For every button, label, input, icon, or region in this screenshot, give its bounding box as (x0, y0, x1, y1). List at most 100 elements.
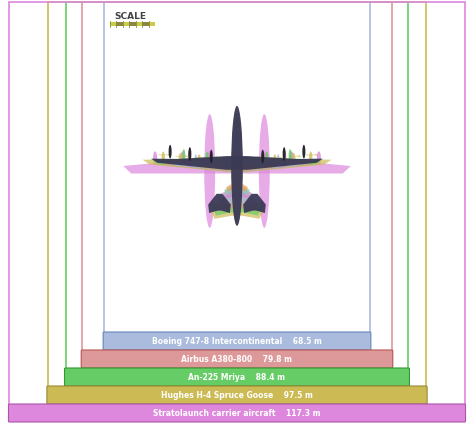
Bar (82, 2, 392, 367)
Ellipse shape (232, 119, 242, 223)
Ellipse shape (180, 151, 184, 165)
Ellipse shape (252, 161, 254, 168)
Polygon shape (191, 164, 283, 171)
Ellipse shape (264, 151, 267, 165)
Ellipse shape (317, 151, 321, 165)
FancyArrow shape (175, 155, 188, 157)
Ellipse shape (179, 153, 182, 166)
FancyBboxPatch shape (47, 386, 427, 404)
Bar (129, 22, 136, 26)
Ellipse shape (302, 145, 305, 159)
Bar (123, 22, 129, 26)
Polygon shape (160, 159, 314, 171)
Polygon shape (143, 158, 331, 172)
Ellipse shape (210, 150, 213, 164)
Ellipse shape (261, 150, 264, 164)
Ellipse shape (259, 114, 270, 228)
Ellipse shape (232, 118, 242, 218)
Ellipse shape (232, 112, 242, 223)
FancyBboxPatch shape (9, 404, 465, 422)
Text: Boeing 747-8 Intercontinental    68.5 m: Boeing 747-8 Intercontinental 68.5 m (152, 337, 322, 346)
FancyArrow shape (270, 156, 283, 159)
Ellipse shape (233, 125, 241, 212)
Polygon shape (224, 184, 250, 195)
Ellipse shape (292, 153, 295, 166)
Polygon shape (123, 156, 351, 173)
Ellipse shape (169, 145, 172, 159)
Ellipse shape (260, 161, 262, 167)
FancyArrow shape (211, 158, 224, 160)
Polygon shape (151, 156, 323, 170)
Text: Stratolaunch carrier aircraft    117.3 m: Stratolaunch carrier aircraft 117.3 m (153, 408, 321, 417)
Ellipse shape (263, 153, 265, 166)
Polygon shape (219, 190, 255, 206)
Bar (110, 22, 117, 26)
Ellipse shape (265, 151, 268, 165)
Ellipse shape (207, 151, 210, 165)
Polygon shape (208, 194, 231, 213)
Bar (117, 22, 123, 26)
Polygon shape (215, 193, 259, 211)
Ellipse shape (206, 151, 209, 165)
Bar (65, 2, 409, 385)
Ellipse shape (204, 114, 215, 228)
Ellipse shape (188, 151, 191, 164)
Bar (48, 2, 426, 403)
FancyArrow shape (289, 155, 302, 157)
Polygon shape (183, 162, 291, 171)
Ellipse shape (220, 161, 222, 168)
Ellipse shape (273, 154, 276, 168)
Ellipse shape (231, 106, 243, 226)
Ellipse shape (283, 151, 286, 164)
Polygon shape (213, 196, 261, 215)
Ellipse shape (212, 156, 215, 167)
Ellipse shape (218, 159, 219, 167)
Bar (142, 22, 148, 26)
Text: Hughes H-4 Spruce Goose    97.5 m: Hughes H-4 Spruce Goose 97.5 m (161, 391, 313, 399)
Text: SCALE: SCALE (114, 12, 146, 21)
Polygon shape (210, 200, 264, 219)
Ellipse shape (208, 159, 210, 167)
Ellipse shape (235, 144, 239, 195)
Ellipse shape (277, 154, 279, 165)
Polygon shape (222, 186, 252, 199)
Ellipse shape (212, 161, 214, 167)
FancyBboxPatch shape (64, 368, 410, 386)
Bar (148, 22, 155, 26)
Ellipse shape (250, 162, 251, 168)
Polygon shape (171, 160, 303, 171)
FancyArrow shape (306, 154, 319, 156)
Ellipse shape (182, 149, 185, 163)
Bar (104, 2, 370, 349)
Polygon shape (243, 194, 266, 213)
Ellipse shape (153, 151, 157, 165)
Ellipse shape (223, 162, 224, 168)
Ellipse shape (203, 157, 205, 166)
Text: An-225 Mriya    88.4 m: An-225 Mriya 88.4 m (189, 372, 285, 382)
Ellipse shape (309, 152, 312, 165)
FancyArrow shape (253, 158, 266, 160)
Bar (136, 22, 142, 26)
Ellipse shape (188, 147, 191, 161)
FancyBboxPatch shape (81, 350, 393, 368)
Ellipse shape (215, 156, 218, 169)
FancyArrow shape (194, 156, 207, 159)
Polygon shape (151, 157, 323, 171)
Polygon shape (198, 165, 276, 171)
Ellipse shape (290, 151, 294, 165)
Ellipse shape (269, 157, 271, 166)
Ellipse shape (234, 139, 240, 199)
FancyArrow shape (158, 154, 172, 156)
Ellipse shape (259, 156, 262, 167)
Ellipse shape (234, 134, 240, 204)
Ellipse shape (264, 159, 266, 167)
FancyBboxPatch shape (103, 332, 371, 350)
Ellipse shape (283, 147, 286, 161)
Ellipse shape (209, 153, 211, 166)
Ellipse shape (195, 154, 197, 165)
Polygon shape (226, 182, 248, 191)
Ellipse shape (198, 154, 201, 168)
Ellipse shape (162, 152, 165, 165)
Ellipse shape (289, 149, 292, 163)
Ellipse shape (256, 156, 259, 169)
